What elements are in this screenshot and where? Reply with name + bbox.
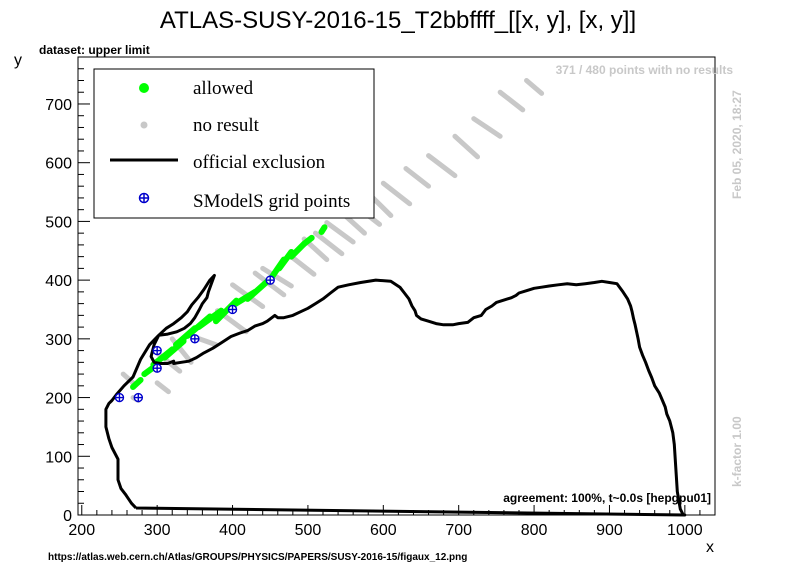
legend-box: [93, 68, 375, 219]
x-tick-label: 200: [68, 522, 95, 539]
y-tick-label: 0: [63, 508, 72, 525]
legend-allowed-marker: [139, 83, 149, 93]
legend-item-official-exclusion: official exclusion: [110, 152, 326, 173]
points-info-annotation: 371 / 480 points with no results: [556, 63, 734, 77]
y-tick-label: 200: [45, 391, 72, 408]
y-tick-label: 400: [45, 273, 72, 290]
chart-title: ATLAS-SUSY-2016-15_T2bbffff_[[x, y], [x,…: [160, 7, 636, 34]
y-tick-label: 300: [45, 332, 72, 349]
grid-point: [227, 304, 238, 315]
y-axis-label: y: [14, 52, 22, 69]
grid-point: [152, 363, 162, 373]
no-result-band-0: [120, 371, 136, 386]
chart-subtitle: dataset: upper limit: [39, 43, 150, 57]
x-tick-label: 1000: [667, 522, 703, 539]
legend-item-no-result: no result: [140, 115, 260, 136]
legend-item-grid-points: SModelS grid points: [138, 191, 350, 212]
allowed-band-14: [318, 224, 328, 235]
no-result-band-13: [324, 220, 356, 245]
legend-grid-points-label: SModelS grid points: [193, 191, 350, 212]
x-tick-label: 500: [295, 522, 322, 539]
kfactor-annotation: k-factor 1.00: [730, 416, 744, 487]
grid-point: [265, 275, 275, 285]
allowed-band-0: [130, 376, 144, 390]
legend-allowed-label: allowed: [193, 78, 254, 99]
grid-point: [114, 392, 125, 403]
x-axis-label: x: [706, 539, 714, 556]
date-annotation: Feb 05, 2020, 18:27: [730, 90, 744, 199]
no-result-band-9: [260, 265, 294, 289]
x-tick-label: 900: [596, 522, 623, 539]
legend-item-allowed: allowed: [139, 78, 254, 99]
allowed-band-9: [244, 277, 272, 302]
allowed-band-13: [301, 234, 315, 247]
y-tick-label: 100: [45, 449, 72, 466]
official-exclusion-line: [104, 273, 687, 517]
x-tick-label: 600: [370, 522, 397, 539]
x-tick-label: 300: [144, 522, 171, 539]
y-tick-label: 700: [45, 97, 72, 114]
grid-point: [190, 334, 200, 344]
x-tick-label: 800: [521, 522, 548, 539]
legend-no-result-label: no result: [193, 115, 260, 136]
grid-point: [152, 345, 162, 356]
no-result-band-21: [471, 116, 503, 139]
no-result-band-22: [497, 89, 526, 113]
source-url: https://atlas.web.cern.ch/Atlas/GROUPS/P…: [48, 552, 467, 563]
y-tick-label: 600: [45, 156, 72, 173]
no-result-band-10: [288, 254, 317, 277]
no-result-band-17: [380, 180, 413, 207]
no-result-band-19: [426, 153, 458, 179]
plot-layer: [104, 77, 687, 517]
no-result-band-12: [312, 230, 345, 257]
no-result-band-2: [154, 380, 171, 395]
legend-exclusion-label: official exclusion: [193, 152, 326, 173]
x-tick-label: 400: [219, 522, 246, 539]
allowed-band-6: [195, 307, 225, 331]
no-result-band-18: [403, 166, 432, 189]
no-result-band-23: [524, 77, 545, 96]
no-result-band-20: [452, 133, 481, 160]
legend-no-result-marker: [140, 121, 148, 129]
y-tick-label: 500: [45, 214, 72, 231]
agreement-annotation: agreement: 100%, t~0.0s [hepgpu01]: [503, 491, 711, 505]
allowed-band-12: [288, 240, 308, 260]
axes-layer: 200 300 400 500 600 700 800 900 1000 0 100 200 300 40…: [45, 56, 716, 539]
grid-point: [133, 392, 144, 403]
x-tick-label: 700: [445, 522, 472, 539]
